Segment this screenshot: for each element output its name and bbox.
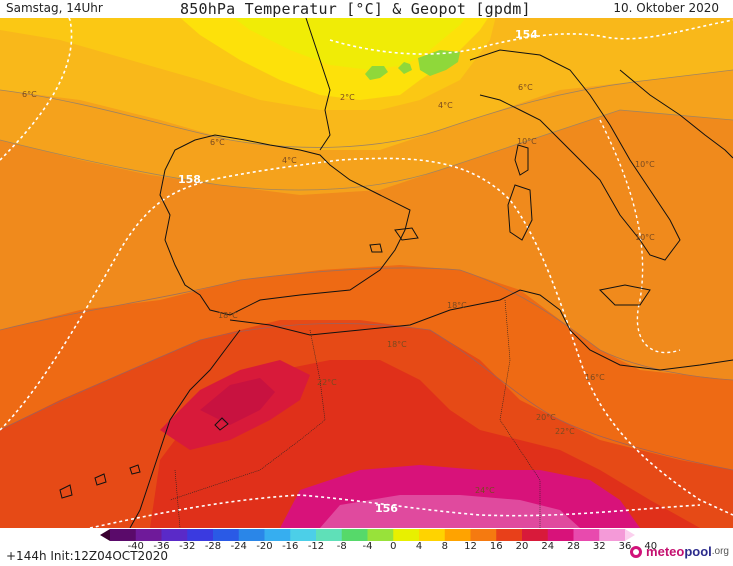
temp-label: 6°C (210, 138, 225, 147)
temp-label: 20°C (536, 413, 556, 422)
coastlines (59, 0, 733, 528)
colorbar-segment (470, 529, 497, 541)
colorbar-tick-label: 20 (515, 541, 529, 552)
temp-label: 18°C (447, 301, 467, 310)
colorbar-tick-label: 16 (489, 541, 503, 552)
colorbar-tick-label: -20 (256, 541, 273, 552)
geopot-label: 158 (178, 173, 201, 186)
colorbar-segment (161, 529, 188, 541)
temp-label: 10°C (635, 160, 655, 169)
temp-label: 18°C (218, 311, 238, 320)
temp-label: 4°C (438, 101, 453, 110)
colorbar-tick-label: 36 (618, 541, 632, 552)
logo-text-pool: pool (684, 544, 712, 559)
colorbar-tick-label: 32 (592, 541, 606, 552)
colorbar-tick-label: -4 (362, 541, 373, 552)
forecast-date: 10. Oktober 2020 (613, 1, 719, 15)
temp-label: 6°C (22, 90, 37, 99)
colorbar-segment (290, 529, 317, 541)
colorbar-segment (238, 529, 265, 541)
map-title: 850hPa Temperatur [°C] & Geopot [gpdm] (180, 0, 531, 18)
colorbar-segment (625, 529, 635, 541)
colorbar (100, 529, 635, 541)
logo-text-org: .org (711, 546, 729, 557)
colorbar-tick-label: -32 (179, 541, 196, 552)
colorbar-tick-label: -40 (127, 541, 144, 552)
colorbar-tick-label: -16 (282, 541, 299, 552)
temp-label: 16°C (585, 373, 605, 382)
colorbar-segment (547, 529, 574, 541)
colorbar-tick-label: 12 (464, 541, 477, 552)
colorbar-tick-label: 24 (541, 541, 555, 552)
meteopool-logo: meteo pool .org (630, 544, 729, 559)
colorbar-tick-label: -8 (336, 541, 347, 552)
colorbar-segment (341, 529, 368, 541)
temp-label: 10°C (635, 233, 655, 242)
header-bar: Samstag, 14Uhr 850hPa Temperatur [°C] & … (0, 0, 733, 18)
temp-label: 6°C (518, 83, 533, 92)
colorbar-segment (135, 529, 162, 541)
colorbar-segment (522, 529, 549, 541)
colorbar-segment (444, 529, 471, 541)
geopot-label: 156 (375, 502, 398, 515)
colorbar-tick-label: 4 (415, 541, 423, 552)
colorbar-tick-label: 8 (441, 541, 448, 552)
temp-label: 2°C (340, 93, 355, 102)
colorbar-segment (496, 529, 523, 541)
colorbar-segment (264, 529, 291, 541)
colorbar-ticks: -40 -36 -32 -28 -24 -20 -16 -12 -8 -4 0 4 8 12 16 20 24 2… (100, 541, 658, 555)
temp-label: 22°C (555, 427, 575, 436)
colorbar-segment (100, 529, 110, 541)
colorbar-tick-label: -24 (230, 541, 247, 552)
logo-icon (630, 545, 643, 558)
geopot-label: 154 (515, 28, 538, 41)
forecast-time: Samstag, 14Uhr (6, 1, 103, 15)
colorbar-tick-label: 0 (390, 541, 397, 552)
colorbar-segment (573, 529, 600, 541)
temp-label: 18°C (387, 340, 407, 349)
run-info: +144h Init:12Z04OCT2020 (6, 549, 169, 563)
colorbar-segment (599, 529, 626, 541)
colorbar-segment (187, 529, 214, 541)
colorbar-segment (316, 529, 343, 541)
colorbar-segment (213, 529, 240, 541)
temp-label: 24°C (475, 486, 495, 495)
colorbar-segment (367, 529, 394, 541)
colorbar-tick-label: 40 (644, 541, 658, 552)
colorbar-segment (393, 529, 420, 541)
weather-map: 6°C 2°C 6°C 4°C 4°C 6°C 10°C 10°C 10°C 1… (0, 0, 733, 528)
colorbar-tick-label: -36 (153, 541, 170, 552)
colorbar-segment (110, 529, 137, 541)
colorbar-tick-label: -28 (204, 541, 222, 552)
temp-label: 10°C (517, 137, 537, 146)
colorbar-segment (419, 529, 446, 541)
temp-label: 22°C (317, 378, 337, 387)
colorbar-tick-label: -12 (307, 541, 325, 552)
logo-text-meteo: meteo (646, 544, 685, 559)
colorbar-tick-label: 28 (567, 541, 580, 552)
temp-label: 4°C (282, 156, 297, 165)
